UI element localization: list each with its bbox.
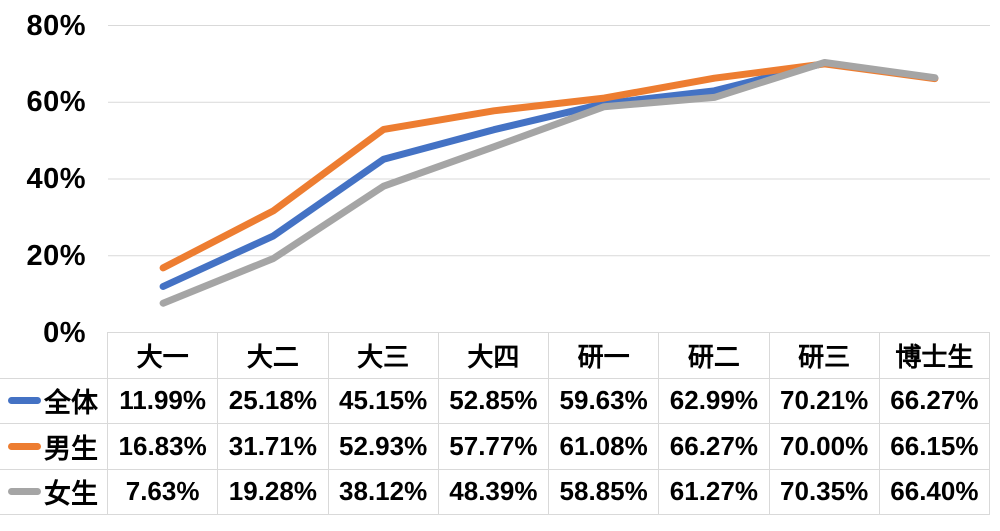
table-value-男生-大三: 52.93% [328, 424, 439, 470]
legend-line-marker-女生 [8, 488, 41, 496]
table-value-女生-大二: 19.28% [218, 469, 329, 515]
y-axis-label-0%: 0% [43, 316, 86, 349]
table-value-女生-大三: 38.12% [328, 469, 439, 515]
y-axis-label-80%: 80% [26, 9, 86, 42]
table-value-全体-研一: 59.63% [549, 378, 660, 424]
table-value-女生-大四: 48.39% [438, 469, 549, 515]
table-value-女生-大一: 7.63% [108, 469, 219, 515]
table-header-研三: 研三 [769, 332, 880, 379]
series-line-女生 [159, 59, 939, 307]
table-value-男生-大二: 31.71% [218, 424, 329, 470]
table-value-女生-博士生: 66.40% [879, 469, 990, 515]
table-header-博士生: 博士生 [879, 332, 990, 379]
table-header-大一: 大一 [108, 332, 219, 379]
series-name-label: 男生 [44, 433, 98, 464]
table-header-大三: 大三 [328, 332, 439, 379]
legend-line-marker-全体 [8, 397, 41, 405]
table-value-全体-研二: 62.99% [659, 378, 770, 424]
table-header-大四: 大四 [438, 332, 549, 379]
table-header-大二: 大二 [218, 332, 329, 379]
table-value-男生-大一: 16.83% [108, 424, 219, 470]
table-value-男生-大四: 57.77% [438, 424, 549, 470]
legend-row-label-男生: 男生 [0, 424, 108, 470]
table-value-男生-研二: 66.27% [659, 424, 770, 470]
chart-plot-area [108, 25, 990, 307]
table-value-全体-大四: 52.85% [438, 378, 549, 424]
table-value-全体-研三: 70.21% [769, 378, 880, 424]
y-axis-label-40%: 40% [26, 163, 86, 195]
table-value-全体-博士生: 66.27% [879, 378, 990, 424]
table-value-全体-大一: 11.99% [108, 378, 219, 424]
table-value-女生-研一: 58.85% [549, 469, 660, 515]
data-table: 大一 大二 大三 大四 研一 研二 研三 博士生全体 11.99% 25.18% 45.15% 52.… [0, 332, 990, 515]
table-corner-cell [0, 332, 108, 379]
legend-line-marker-男生 [8, 442, 41, 450]
table-header-研二: 研二 [659, 332, 770, 379]
table-header-研一: 研一 [549, 332, 660, 379]
series-name-label: 女生 [44, 479, 98, 510]
table-value-全体-大三: 45.15% [328, 378, 439, 424]
y-axis-tick-labels: 0% 20% 40% 60% 80% [0, 0, 86, 349]
table-value-男生-研一: 61.08% [549, 424, 660, 470]
table-value-女生-研三: 70.35% [769, 469, 880, 515]
y-axis-label-60%: 60% [26, 86, 86, 119]
table-value-女生-研二: 61.27% [659, 469, 770, 515]
series-name-label: 全体 [44, 388, 98, 419]
legend-row-label-全体: 全体 [0, 378, 108, 424]
y-axis-label-20%: 20% [26, 239, 86, 272]
table-value-男生-博士生: 66.15% [879, 424, 990, 470]
series-line-男生 [159, 60, 939, 272]
table-value-全体-大二: 25.18% [218, 378, 329, 424]
legend-row-label-女生: 女生 [0, 469, 108, 515]
table-value-男生-研三: 70.00% [769, 424, 880, 470]
